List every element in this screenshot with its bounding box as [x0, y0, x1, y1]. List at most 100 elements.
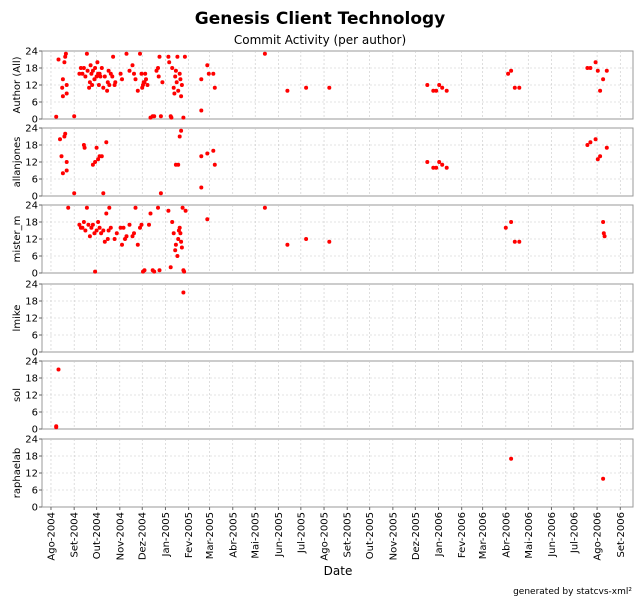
- data-point: [107, 205, 112, 210]
- data-point: [178, 231, 183, 236]
- data-point: [120, 242, 124, 247]
- y-tick-label: 12: [25, 81, 38, 92]
- data-point: [56, 367, 61, 372]
- data-point: [595, 68, 600, 73]
- x-tick-label: Ago-2006: [593, 512, 604, 561]
- data-point: [97, 225, 102, 230]
- data-point: [175, 54, 180, 59]
- data-point: [174, 80, 179, 85]
- data-point: [181, 115, 186, 120]
- data-point: [177, 134, 182, 139]
- y-tick-label: 12: [25, 158, 38, 169]
- y-tick-label: 6: [32, 175, 38, 186]
- x-tick-label: Ago-2005: [320, 512, 331, 561]
- data-point: [156, 74, 161, 79]
- data-point: [156, 205, 160, 210]
- data-point: [120, 77, 124, 82]
- data-point: [262, 205, 267, 210]
- x-tick-label: Dez-2004: [138, 512, 149, 560]
- x-tick-label: Mar-2005: [205, 512, 216, 559]
- data-point: [88, 63, 93, 68]
- x-tick-label: Jul-2006: [569, 512, 580, 554]
- data-point: [585, 66, 590, 70]
- x-axis-label: Date: [324, 564, 353, 578]
- data-point: [127, 222, 132, 227]
- y-tick-label: 0: [32, 503, 38, 514]
- data-point: [160, 80, 165, 85]
- data-point: [604, 145, 609, 150]
- y-tick-label: 24: [25, 280, 38, 291]
- data-point: [99, 154, 104, 159]
- data-point: [113, 80, 118, 85]
- data-point: [64, 160, 69, 164]
- data-point: [99, 231, 104, 236]
- data-point: [444, 88, 449, 93]
- data-point: [132, 71, 136, 76]
- data-point: [425, 83, 430, 87]
- data-point: [175, 254, 180, 258]
- chart-title: Genesis Client Technology: [195, 9, 446, 29]
- data-point: [112, 237, 117, 241]
- data-point: [172, 91, 177, 96]
- data-point: [179, 128, 184, 133]
- data-point: [124, 234, 129, 239]
- data-point: [121, 225, 126, 230]
- data-point: [148, 211, 153, 216]
- data-point: [517, 85, 522, 90]
- data-point: [593, 60, 598, 65]
- data-point: [152, 269, 157, 274]
- data-point: [118, 225, 123, 230]
- x-tick-label: Nov-2004: [115, 512, 126, 560]
- y-tick-label: 0: [32, 269, 38, 280]
- data-point: [62, 60, 67, 65]
- data-point: [173, 74, 178, 79]
- data-point: [168, 265, 173, 270]
- data-point: [93, 269, 98, 274]
- y-axis-label: raphaelab: [12, 448, 23, 498]
- data-point: [96, 83, 101, 87]
- data-point: [93, 66, 98, 70]
- data-point: [105, 88, 110, 93]
- data-point: [101, 85, 106, 90]
- data-point: [212, 85, 217, 90]
- data-point: [64, 91, 69, 96]
- panel-sol: 0 6 12 18 24 sol: [12, 357, 634, 436]
- data-point: [139, 71, 144, 76]
- data-point: [83, 228, 88, 233]
- data-point: [199, 185, 204, 190]
- data-point: [211, 148, 216, 153]
- data-point: [94, 145, 99, 150]
- data-point: [602, 234, 607, 239]
- data-point: [101, 191, 106, 196]
- data-point: [434, 165, 439, 170]
- y-axis-label: mister_m: [12, 216, 23, 263]
- data-point: [135, 88, 140, 93]
- data-point: [285, 242, 290, 247]
- data-point: [285, 88, 290, 93]
- data-point: [82, 145, 87, 150]
- data-point: [114, 231, 119, 236]
- x-tick-label: Set-2004: [70, 512, 81, 557]
- y-tick-label: 0: [32, 192, 38, 203]
- data-point: [177, 71, 182, 76]
- data-point: [143, 71, 148, 76]
- data-point: [183, 208, 188, 213]
- y-tick-label: 18: [25, 218, 38, 229]
- data-point: [98, 74, 103, 79]
- data-point: [106, 228, 111, 233]
- x-tick-label: Dez-2005: [411, 512, 422, 560]
- x-tick-label: Jun-2006: [547, 512, 558, 558]
- data-point: [90, 222, 95, 227]
- data-point: [84, 51, 89, 56]
- data-point: [152, 114, 157, 119]
- data-point: [59, 154, 64, 159]
- data-point: [63, 51, 68, 56]
- footer-credit: generated by statcvs-xml²: [513, 587, 632, 597]
- data-point: [327, 239, 332, 244]
- data-point: [158, 114, 163, 119]
- y-tick-label: 18: [25, 452, 38, 463]
- data-point: [58, 137, 62, 142]
- data-point: [517, 239, 522, 244]
